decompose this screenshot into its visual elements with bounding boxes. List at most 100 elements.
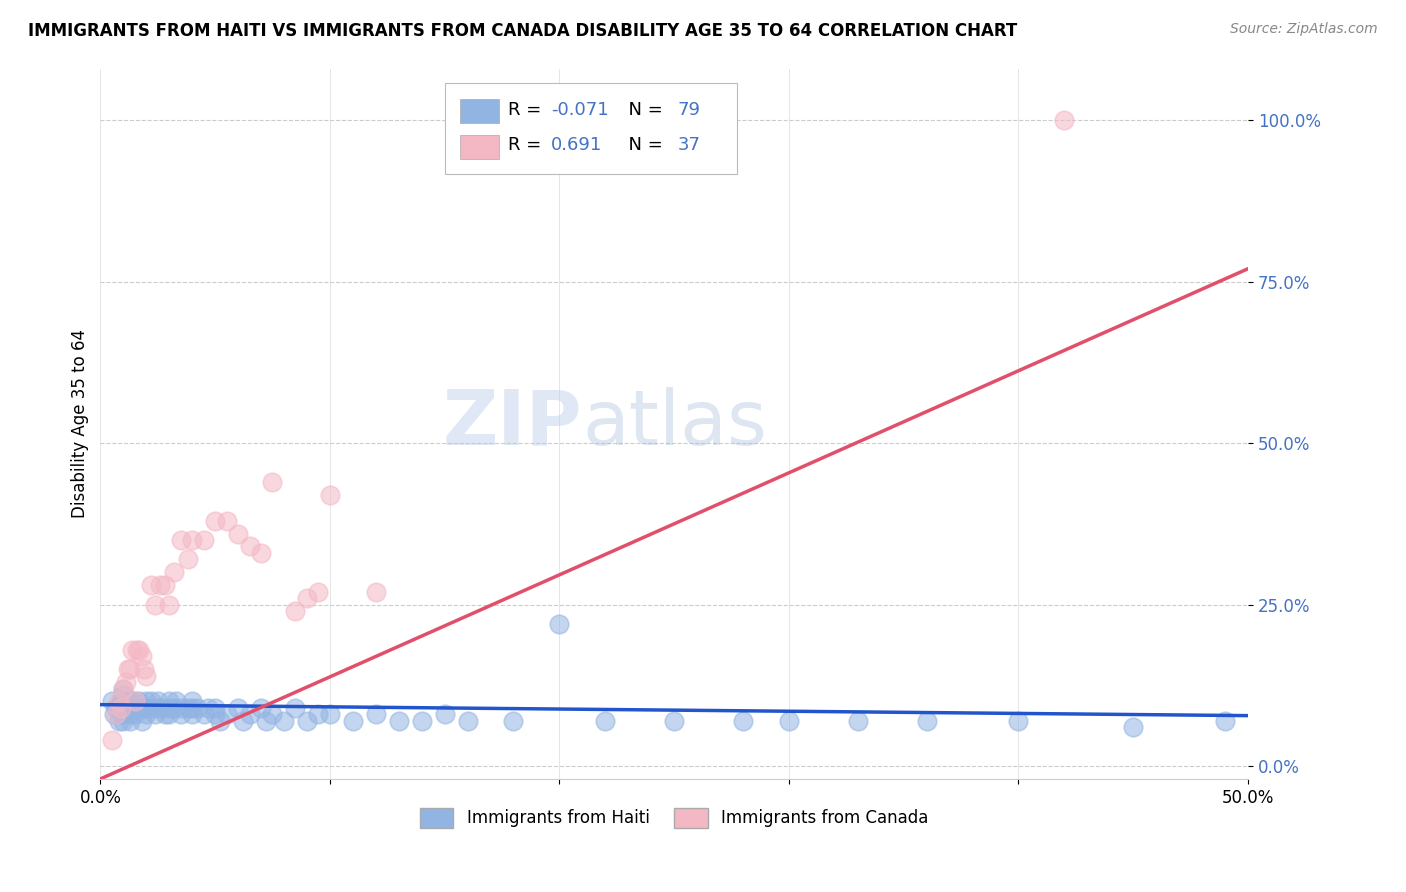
Point xyxy=(319,707,342,722)
Point xyxy=(135,701,157,715)
Point xyxy=(135,707,157,722)
Point xyxy=(342,714,364,728)
Point xyxy=(176,552,198,566)
Point xyxy=(295,591,318,606)
Point xyxy=(157,701,180,715)
Point xyxy=(101,694,124,708)
Point xyxy=(145,598,167,612)
Point xyxy=(307,707,329,722)
Point xyxy=(105,707,128,722)
Point xyxy=(107,714,129,728)
Point xyxy=(124,694,146,708)
Point xyxy=(193,707,215,722)
Point xyxy=(662,714,685,728)
Point xyxy=(731,714,754,728)
Point xyxy=(150,701,173,715)
Point xyxy=(238,707,260,722)
Point xyxy=(295,714,318,728)
Point xyxy=(204,701,226,715)
Point xyxy=(121,694,143,708)
Legend: Immigrants from Haiti, Immigrants from Canada: Immigrants from Haiti, Immigrants from C… xyxy=(413,801,935,835)
Point xyxy=(110,701,132,715)
Point xyxy=(364,707,387,722)
Text: 79: 79 xyxy=(678,101,700,119)
Point xyxy=(135,694,157,708)
Point xyxy=(170,533,193,547)
Point xyxy=(548,616,571,631)
Point xyxy=(204,707,226,722)
Point xyxy=(124,701,146,715)
Point xyxy=(157,694,180,708)
Point xyxy=(165,694,187,708)
Point xyxy=(131,649,153,664)
Point xyxy=(112,688,135,702)
Point xyxy=(157,598,180,612)
Point xyxy=(157,707,180,722)
Point xyxy=(778,714,800,728)
Point xyxy=(117,662,139,676)
Y-axis label: Disability Age 35 to 64: Disability Age 35 to 64 xyxy=(72,329,89,518)
Point xyxy=(284,604,307,618)
Point xyxy=(112,707,135,722)
FancyBboxPatch shape xyxy=(460,99,499,123)
Point xyxy=(1122,720,1144,734)
Point xyxy=(457,714,479,728)
Point xyxy=(131,714,153,728)
Point xyxy=(107,694,129,708)
Point xyxy=(319,488,342,502)
Point xyxy=(262,707,284,722)
Point xyxy=(273,714,295,728)
Text: N =: N = xyxy=(617,101,668,119)
Point xyxy=(132,662,155,676)
Point xyxy=(186,701,208,715)
Point xyxy=(411,714,433,728)
Point xyxy=(846,714,869,728)
Point xyxy=(502,714,524,728)
Point xyxy=(284,701,307,715)
Point xyxy=(170,707,193,722)
Point xyxy=(149,578,172,592)
Point xyxy=(181,701,204,715)
Point xyxy=(197,701,219,715)
Text: -0.071: -0.071 xyxy=(551,101,609,119)
Text: atlas: atlas xyxy=(582,387,768,461)
Text: R =: R = xyxy=(508,101,547,119)
Point xyxy=(254,714,277,728)
Point xyxy=(120,662,142,676)
Point xyxy=(128,694,150,708)
Point xyxy=(114,675,136,690)
Point xyxy=(112,714,135,728)
Point xyxy=(181,694,204,708)
Point xyxy=(181,533,204,547)
FancyBboxPatch shape xyxy=(444,83,737,174)
Point xyxy=(250,701,273,715)
Point xyxy=(176,701,198,715)
FancyBboxPatch shape xyxy=(460,135,499,159)
Point xyxy=(1053,113,1076,128)
Point xyxy=(145,707,167,722)
Point xyxy=(103,707,125,722)
Point xyxy=(250,546,273,560)
Point xyxy=(120,714,142,728)
Text: R =: R = xyxy=(508,136,553,154)
Point xyxy=(135,668,157,682)
Point xyxy=(193,533,215,547)
Point xyxy=(139,694,162,708)
Text: Source: ZipAtlas.com: Source: ZipAtlas.com xyxy=(1230,22,1378,37)
Point xyxy=(226,526,249,541)
Point xyxy=(307,584,329,599)
Point xyxy=(124,694,146,708)
Point xyxy=(125,642,148,657)
Text: ZIP: ZIP xyxy=(443,387,582,461)
Point xyxy=(208,714,231,728)
Point xyxy=(139,701,162,715)
Point xyxy=(204,514,226,528)
Point xyxy=(433,707,456,722)
Point xyxy=(120,707,142,722)
Point xyxy=(132,701,155,715)
Text: N =: N = xyxy=(617,136,668,154)
Point xyxy=(112,681,135,696)
Point xyxy=(117,701,139,715)
Point xyxy=(153,578,176,592)
Point xyxy=(101,733,124,747)
